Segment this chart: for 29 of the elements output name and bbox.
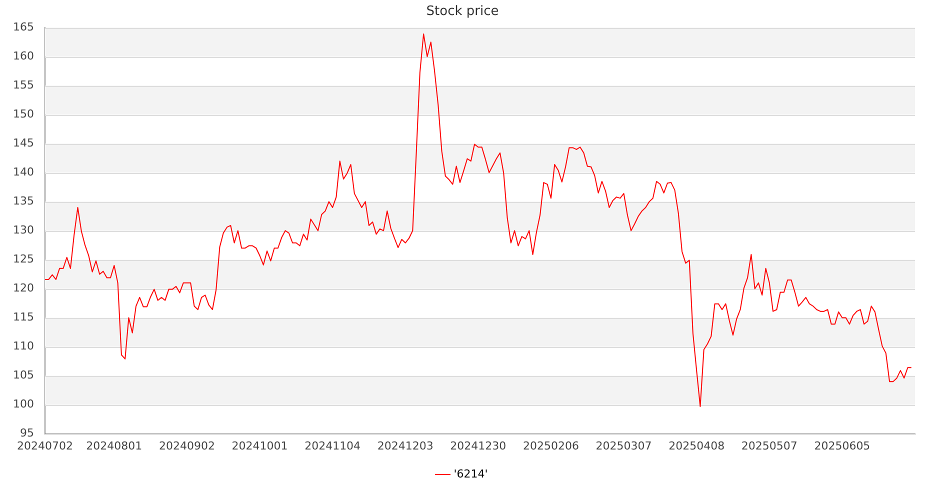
y-tick-label: 130 [12,224,34,237]
x-tick-label: 20240702 [16,439,73,452]
y-tick-label: 110 [12,340,34,353]
x-tick-label: 20250408 [668,439,725,452]
y-tick-label: 150 [12,108,34,120]
x-tick-label: 20250307 [596,439,652,452]
y-tick-label: 165 [12,20,34,34]
y-tick-label: 120 [12,282,34,295]
y-tick-label: 155 [12,78,34,92]
chart-title: Stock price [426,4,499,20]
y-tick-label: 100 [12,398,34,411]
y-tick-label: 145 [12,136,34,150]
x-tick-label: 20240801 [86,439,142,452]
x-tick-label: 20250507 [741,439,798,452]
x-tick-label: 20240902 [158,439,215,452]
x-tick-label: 20241001 [232,439,288,452]
x-tick-label: 20250206 [522,439,579,452]
y-tick-label: 135 [12,194,34,208]
y-tick-label: 140 [12,166,34,179]
legend-label: '6214' [454,467,488,480]
y-tick-label: 105 [12,368,34,382]
x-tick-label: 20241104 [304,439,361,452]
x-tick-label: 20250605 [814,439,870,452]
x-tick-label: 20241203 [377,439,434,452]
y-tick-label: 160 [12,49,34,62]
y-tick-label: 115 [12,310,34,324]
y-tick-label: 95 [20,426,34,440]
y-tick-label: 125 [12,252,34,266]
x-tick-label: 20241230 [450,439,506,452]
